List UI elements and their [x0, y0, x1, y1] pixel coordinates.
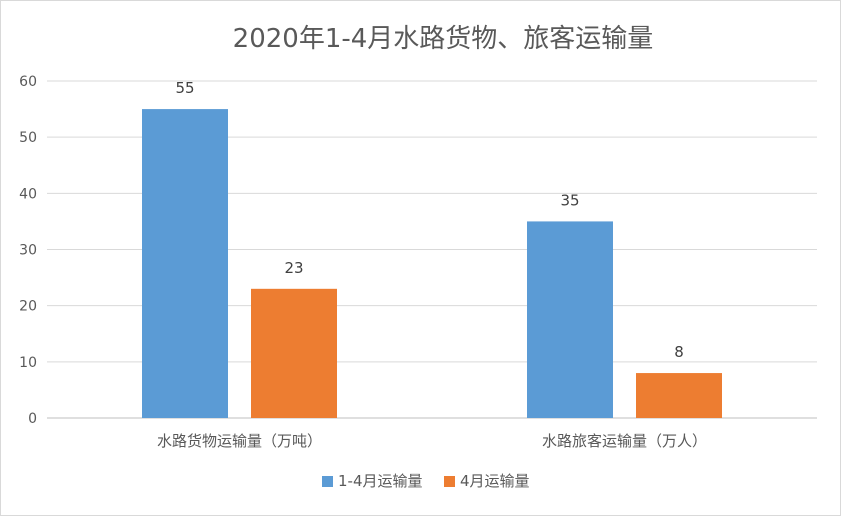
legend-item: 1-4月运输量	[322, 472, 423, 490]
legend-label: 4月运输量	[460, 472, 530, 490]
chart-title: 2020年1-4月水路货物、旅客运输量	[233, 24, 654, 54]
data-labels: 55 23 35 8	[175, 79, 683, 361]
data-label: 55	[175, 79, 194, 97]
category-label: 水路旅客运输量（万人）	[542, 432, 707, 450]
y-tick-label: 30	[19, 243, 37, 259]
bar	[142, 109, 228, 418]
y-tick-label: 40	[19, 186, 37, 202]
data-label: 8	[674, 343, 684, 361]
y-tick-label: 0	[28, 411, 37, 427]
y-tick-label: 20	[19, 299, 37, 315]
data-label: 35	[560, 191, 579, 209]
y-tick-label: 60	[19, 74, 37, 90]
y-tick-label: 10	[19, 355, 37, 371]
category-label: 水路货物运输量（万吨）	[157, 432, 322, 450]
bars	[142, 109, 722, 418]
bar	[636, 373, 722, 418]
legend-label: 1-4月运输量	[338, 472, 423, 490]
x-axis: 水路货物运输量（万吨） 水路旅客运输量（万人）	[157, 432, 707, 450]
y-tick-label: 50	[19, 130, 37, 146]
y-axis: 0 10 20 30 40 50 60	[19, 74, 37, 427]
bar	[251, 288, 337, 418]
legend-item: 4月运输量	[444, 472, 530, 490]
bar	[527, 221, 613, 418]
legend-swatch	[444, 476, 455, 487]
legend: 1-4月运输量 4月运输量	[322, 472, 530, 490]
legend-swatch	[322, 476, 333, 487]
data-label: 23	[284, 259, 303, 277]
